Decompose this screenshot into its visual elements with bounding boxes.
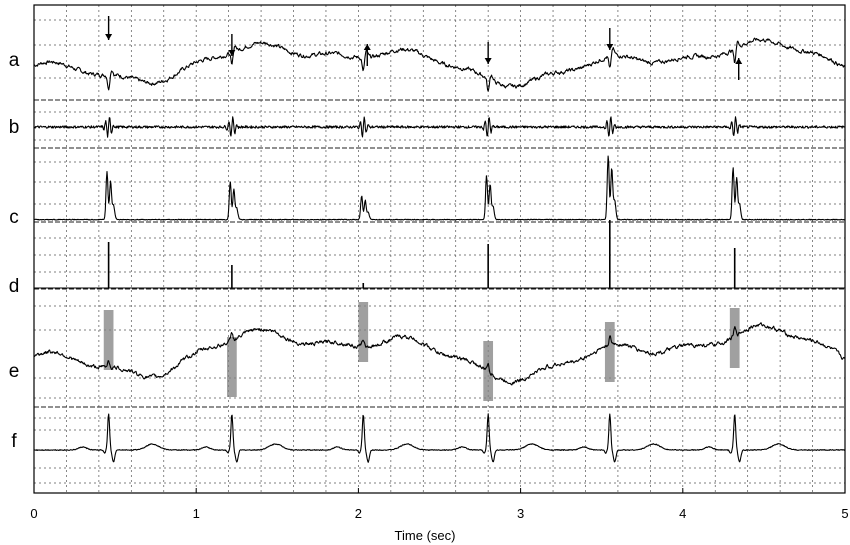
trace-e bbox=[33, 322, 846, 386]
arrow-down-icon bbox=[606, 28, 614, 50]
panel-label-b: b bbox=[9, 117, 20, 138]
x-tick-label: 0 bbox=[30, 506, 37, 521]
panel-label-e: e bbox=[9, 361, 20, 382]
x-tick-label: 4 bbox=[679, 506, 686, 521]
arrow-down-icon bbox=[484, 42, 492, 64]
arrow-down-icon bbox=[228, 34, 236, 56]
detection-window bbox=[604, 322, 615, 382]
panel-label-f: f bbox=[11, 431, 17, 452]
trace-b bbox=[33, 116, 846, 138]
trace-a bbox=[33, 37, 846, 92]
arrow-head bbox=[606, 44, 614, 50]
trace-c bbox=[33, 155, 846, 221]
detection-window bbox=[483, 341, 494, 401]
arrow-head bbox=[735, 58, 743, 64]
plot-frame bbox=[33, 4, 846, 494]
panel-label-a: a bbox=[9, 50, 20, 71]
signal-traces bbox=[33, 37, 846, 463]
panel-labels: a b c d e f bbox=[9, 50, 20, 452]
detection-window bbox=[103, 310, 114, 370]
arrow-up-icon bbox=[735, 58, 743, 80]
detection-window bbox=[729, 308, 740, 368]
panel-label-c: c bbox=[9, 207, 19, 228]
arrow-up-icon bbox=[363, 44, 371, 66]
x-tick-label: 5 bbox=[841, 506, 848, 521]
detection-window bbox=[358, 302, 369, 362]
arrow-head bbox=[363, 44, 371, 50]
beat-arrows bbox=[105, 16, 743, 80]
x-tick-label: 2 bbox=[355, 506, 362, 521]
detection-windows bbox=[103, 302, 740, 401]
arrow-head bbox=[228, 50, 236, 56]
panel-label-d: d bbox=[9, 276, 20, 297]
detection-window bbox=[227, 337, 237, 397]
x-tick-label: 3 bbox=[517, 506, 524, 521]
trace-f bbox=[33, 413, 846, 463]
arrow-head bbox=[105, 34, 113, 40]
arrow-head bbox=[484, 58, 492, 64]
x-axis-title: Time (sec) bbox=[395, 528, 456, 543]
x-axis: 0 1 2 3 4 5 bbox=[30, 488, 849, 521]
grid-lines bbox=[34, 5, 845, 493]
arrow-down-icon bbox=[105, 16, 113, 40]
plot-border bbox=[33, 4, 846, 494]
x-tick-label: 1 bbox=[193, 506, 200, 521]
